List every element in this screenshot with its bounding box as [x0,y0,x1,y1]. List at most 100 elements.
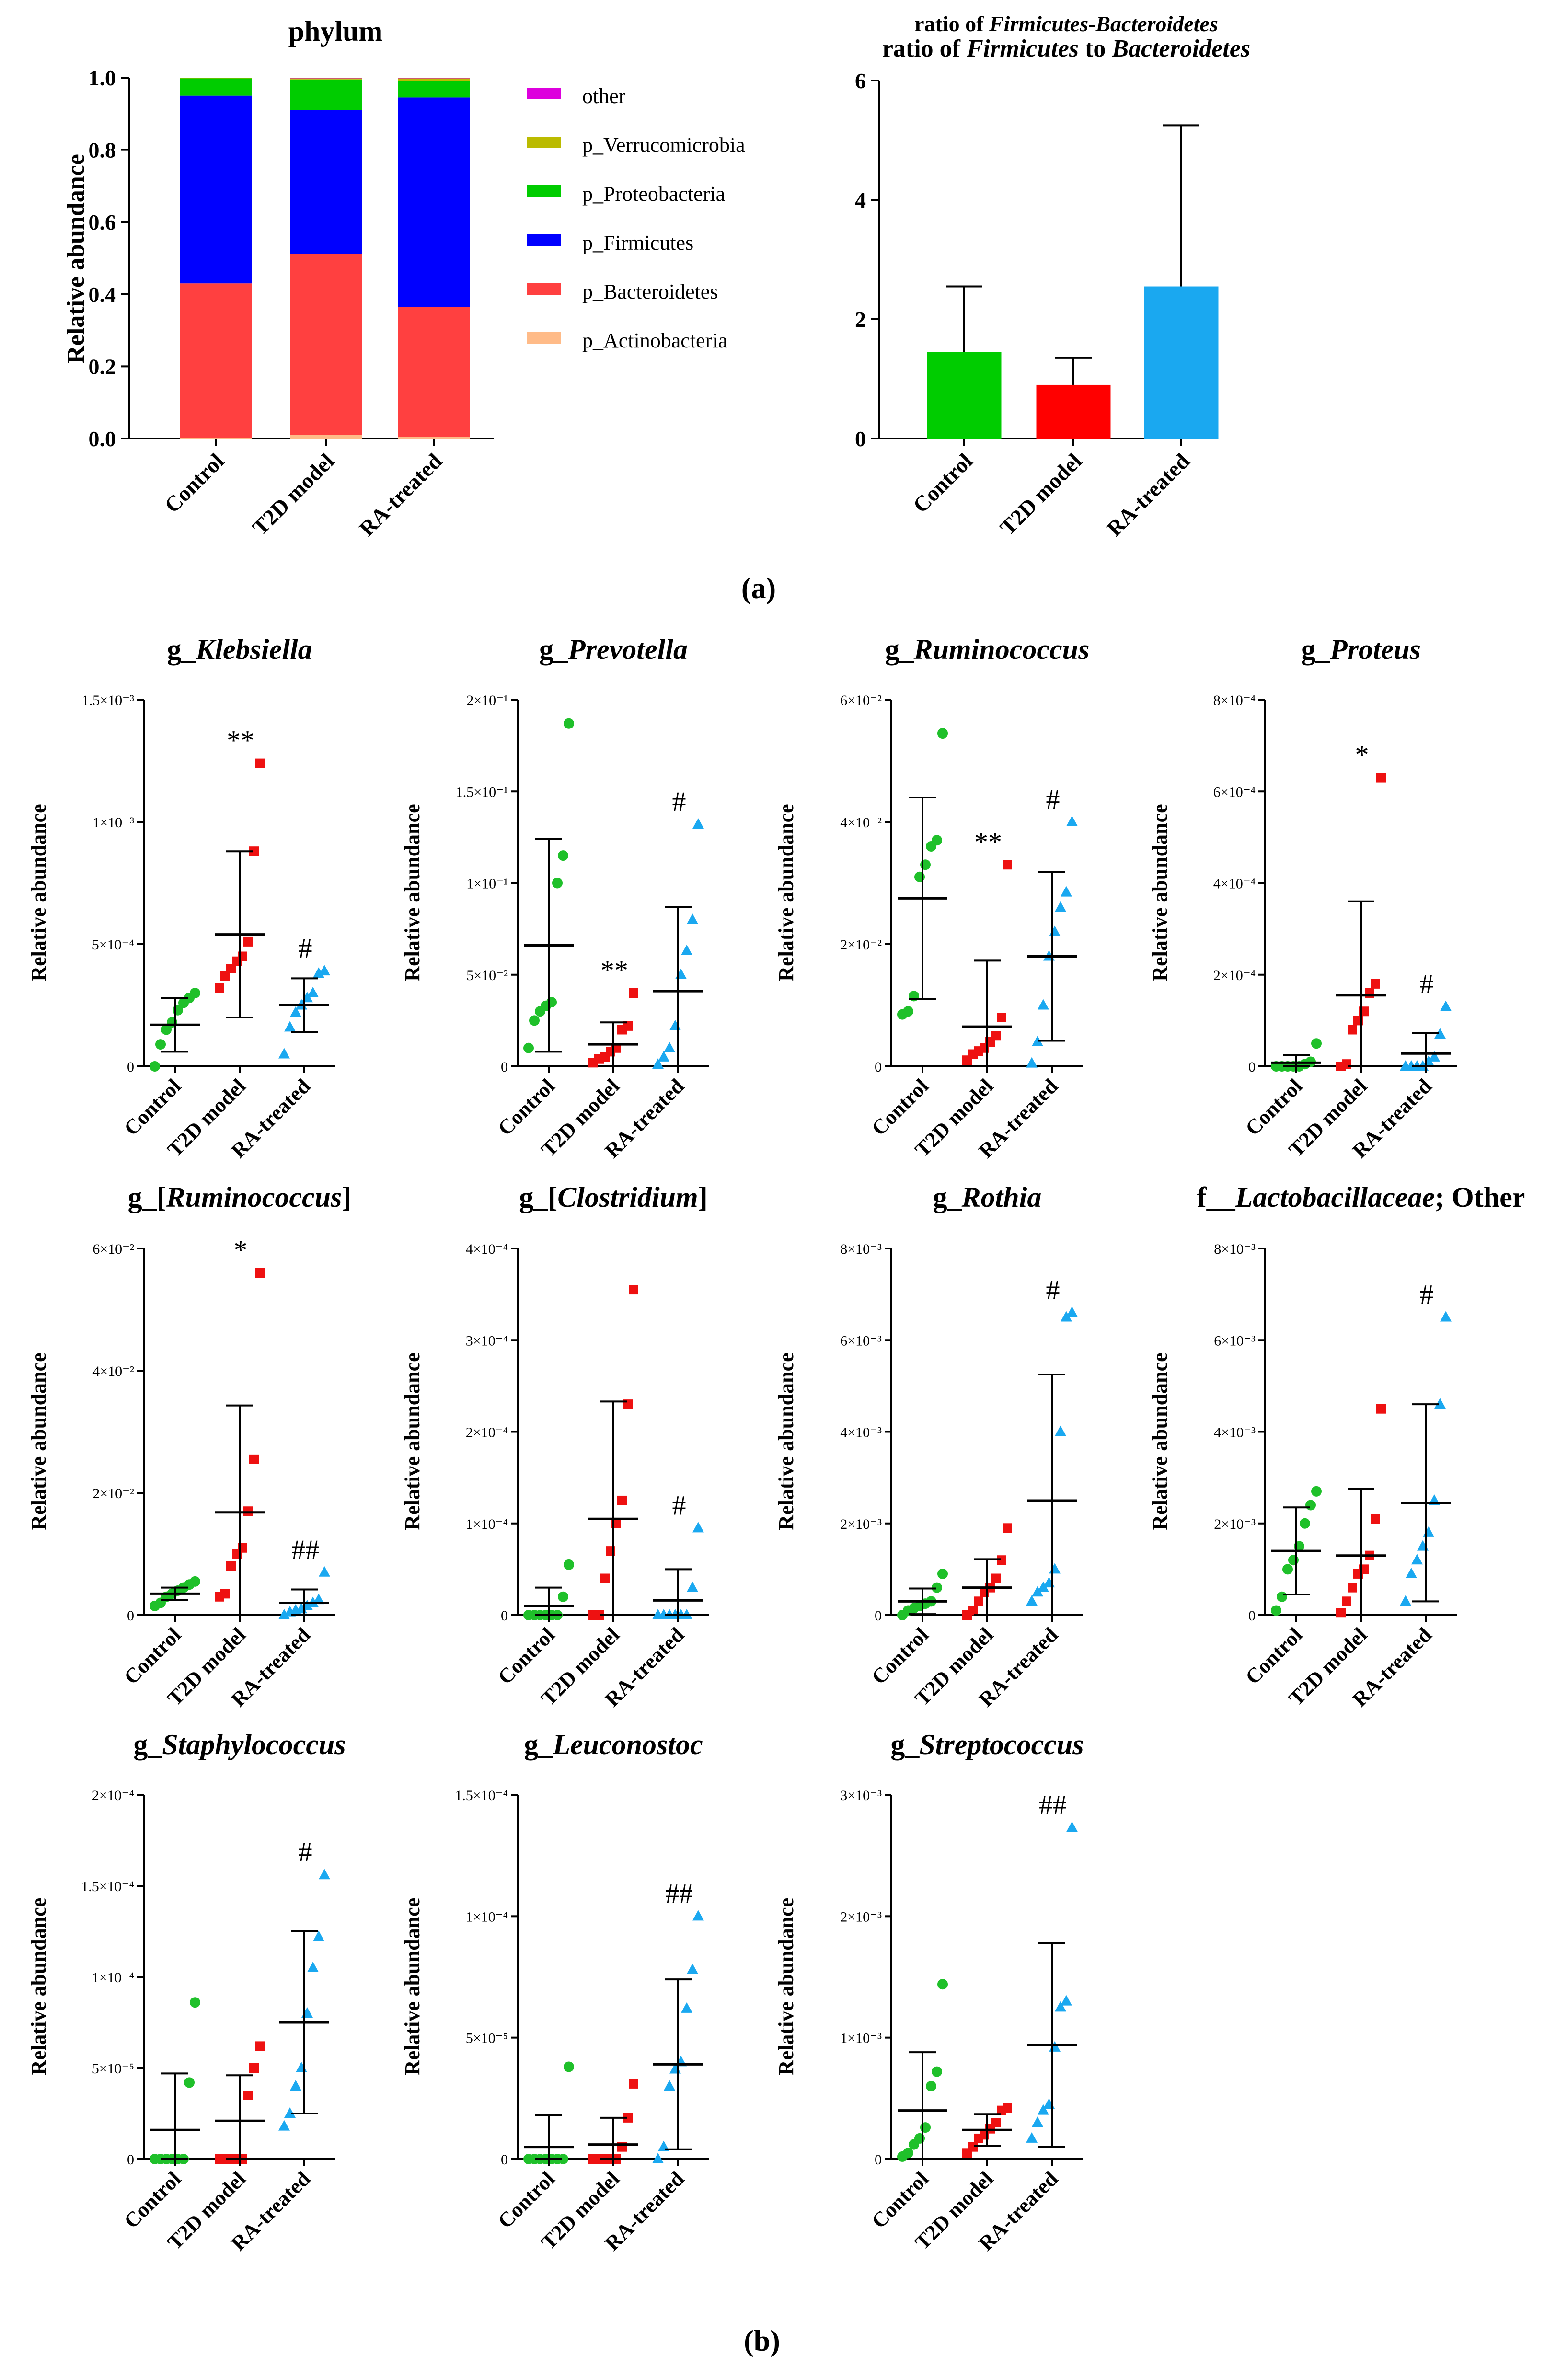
scatter-y-tick-label: 5×10⁻⁴ [92,937,134,953]
scatter-y-tick-label: 0 [501,2152,508,2168]
data-point-ra-treated [681,945,692,956]
phylum-bar-segment-p-firmicutes [290,110,362,254]
scatter-panel: g_Proteus Relative abundance 0 2×10⁻⁴ 4×10⁻⁴… [1148,634,1457,1163]
data-point-ra-treated [687,913,698,924]
scatter-y-tick-label: 1×10⁻⁴ [466,1909,508,1925]
panel-a: phylum Relative abundance 0.0 0.2 0.4 0.6 0.8 1… [62,12,1250,541]
scatter-panel: g_Prevotella Relative abundance 0 5×10⁻² 1×1… [401,634,709,1163]
data-point-control [1282,1564,1293,1575]
scatter-y-tick-label: 2×10⁻⁴ [466,1425,508,1441]
significance-marker: # [672,786,686,817]
phylum-y-tick-label: 1.0 [89,66,116,90]
data-point-t2d-model [1371,1514,1380,1524]
data-point-ra-treated [669,1019,681,1030]
data-point-ra-treated [319,1869,330,1880]
ratio-bar [1036,384,1111,439]
scatter-y-tick-label: 1.5×10⁻⁴ [455,1788,508,1803]
data-point-ra-treated [307,987,319,997]
data-point-t2d-model [623,1021,633,1031]
ratio-chart-subtitle: ratio of Firmicutes-Bacteroidetes [914,12,1218,36]
scatter-panel: g_Ruminococcus Relative abundance 0 2×10⁻² 4… [774,634,1089,1163]
data-point-ra-treated [687,1581,698,1592]
data-point-t2d-model [1003,860,1012,870]
data-point-ra-treated [652,1058,664,1069]
data-point-ra-treated [301,2007,313,2018]
scatter-y-tick-label: 0 [501,1608,508,1624]
data-point-t2d-model [1342,1596,1351,1606]
significance-marker: ## [291,1534,319,1565]
data-point-t2d-model [623,2113,633,2123]
scatter-y-tick-label: 0 [1248,1059,1256,1075]
data-point-ra-treated [1055,1425,1066,1436]
data-point-control [558,2154,568,2164]
scatter-panel: g_[Clostridium] Relative abundance 0 1×10⁻⁴… [401,1181,709,1711]
phylum-legend-label: other [582,84,626,108]
scatter-y-tick-label: 6×10⁻² [840,693,882,708]
significance-marker: # [672,1490,686,1521]
scatter-x-tick-label: Control [493,1074,559,1140]
data-point-t2d-model [1336,1608,1346,1618]
ratio-y-tick-label: 4 [855,188,866,212]
phylum-bar-segment-p-actinobacteria [180,438,252,439]
scatter-y-tick-label: 2×10⁻² [840,937,882,953]
data-point-ra-treated [1406,1567,1417,1578]
significance-marker: # [1420,1279,1434,1310]
scatter-y-tick-label: 3×10⁻³ [840,1788,882,1803]
phylum-bar-segment-p-verrucomicrobia [290,78,362,80]
data-point-ra-treated [1026,1057,1038,1068]
data-point-t2d-model [594,1610,604,1620]
data-point-control [1271,1605,1281,1616]
phylum-legend-label: p_Firmicutes [582,231,693,254]
data-point-control [564,1559,574,1570]
data-point-ra-treated [692,818,704,829]
significance-marker: ## [665,1878,693,1909]
data-point-ra-treated [1038,2104,1049,2115]
phylum-legend-label: p_Bacteroidetes [582,280,718,303]
scatter-x-tick-label: Control [119,2167,185,2233]
scatter-title: g_[Clostridium] [519,1181,707,1213]
phylum-x-tick-label: Control [160,449,229,518]
phylum-legend-swatch [527,137,561,148]
significance-marker: # [1046,1274,1060,1305]
data-point-ra-treated [1043,2098,1055,2109]
data-point-t2d-model [220,1589,230,1599]
data-point-t2d-model [243,1506,253,1516]
data-point-ra-treated [313,1594,324,1605]
phylum-y-tick-label: 0.2 [89,354,116,379]
scatter-panel: g_Streptococcus Relative abundance 0 1×10⁻³… [774,1729,1084,2255]
data-point-ra-treated [307,1962,319,1972]
phylum-y-tick-label: 0.4 [89,282,116,307]
data-point-ra-treated [1026,1595,1038,1606]
scatter-y-tick-label: 4×10⁻⁴ [1213,876,1256,892]
data-point-ra-treated [1061,1311,1072,1322]
scatter-y-tick-label: 1×10⁻¹ [466,876,508,892]
significance-marker: # [1420,969,1434,1000]
data-point-ra-treated [319,1566,330,1577]
phylum-bar-segment-p-proteobacteria [398,81,470,98]
scatter-x-tick-label: Control [1241,1074,1307,1140]
scatter-y-tick-label: 4×10⁻² [92,1363,134,1379]
ratio-y-tick-label: 6 [855,69,866,93]
data-point-ra-treated [290,2080,301,2091]
scatter-y-tick-label: 0 [127,2152,134,2168]
data-point-t2d-model [991,2118,1001,2127]
data-point-ra-treated [278,1609,290,1619]
data-point-control [932,835,942,846]
phylum-bar-segment-p-verrucomicrobia [398,78,470,81]
data-point-t2d-model [629,988,638,998]
scatter-y-tick-label: 1×10⁻⁴ [466,1516,508,1532]
data-point-ra-treated [1043,1577,1055,1588]
data-point-control [1277,1591,1287,1602]
phylum-legend-swatch [527,332,561,344]
scatter-y-tick-label: 5×10⁻⁵ [466,2031,508,2046]
data-point-t2d-model [600,1573,610,1583]
scatter-y-tick-label: 2×10⁻⁴ [1213,968,1256,983]
data-point-ra-treated [687,1963,698,1974]
data-point-t2d-model [255,758,265,768]
data-point-t2d-model [1376,773,1386,783]
scatter-y-tick-label: 0 [1248,1608,1256,1624]
data-point-ra-treated [1032,1036,1043,1046]
data-point-t2d-model [997,1013,1006,1022]
phylum-y-tick-label: 0.0 [89,427,116,451]
scatter-y-axis-label: Relative abundance [774,1898,798,2075]
